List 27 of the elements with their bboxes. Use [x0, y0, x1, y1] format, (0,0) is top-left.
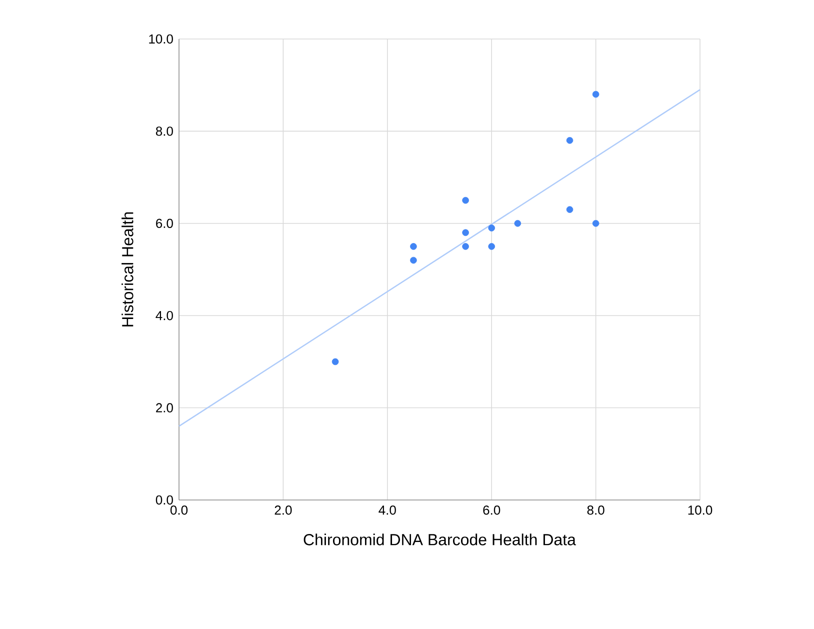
y-tick-label: 0.0	[156, 495, 173, 505]
point	[514, 220, 522, 227]
point	[488, 243, 496, 250]
y-tick-label: 6.0	[156, 218, 173, 228]
y-tick-label: 4.0	[156, 310, 173, 320]
point	[462, 196, 469, 204]
point	[592, 90, 600, 98]
point	[566, 206, 574, 213]
x-tick-label: 10.0	[688, 506, 712, 515]
point	[332, 358, 339, 366]
x-tick-label: 4.0	[378, 506, 396, 515]
x-tick-label: 2.0	[274, 506, 292, 515]
y-tick-label: 10.0	[149, 34, 173, 44]
x-tick-label: 8.0	[587, 506, 604, 515]
point	[488, 224, 496, 232]
y-tick-label: 2.0	[156, 403, 173, 412]
y-tick-label: 8.0	[156, 126, 173, 136]
y-axis-title: Historical Health	[122, 212, 134, 326]
point	[462, 243, 469, 250]
point	[410, 243, 417, 250]
point	[410, 256, 417, 264]
x-axis-title: Chironomid DNA Barcode Health Data	[304, 534, 576, 546]
x-tick-label: 6.0	[483, 506, 500, 515]
point	[566, 137, 574, 144]
point	[462, 229, 469, 236]
x-tick-label: 0.0	[170, 506, 188, 515]
point	[592, 220, 600, 227]
